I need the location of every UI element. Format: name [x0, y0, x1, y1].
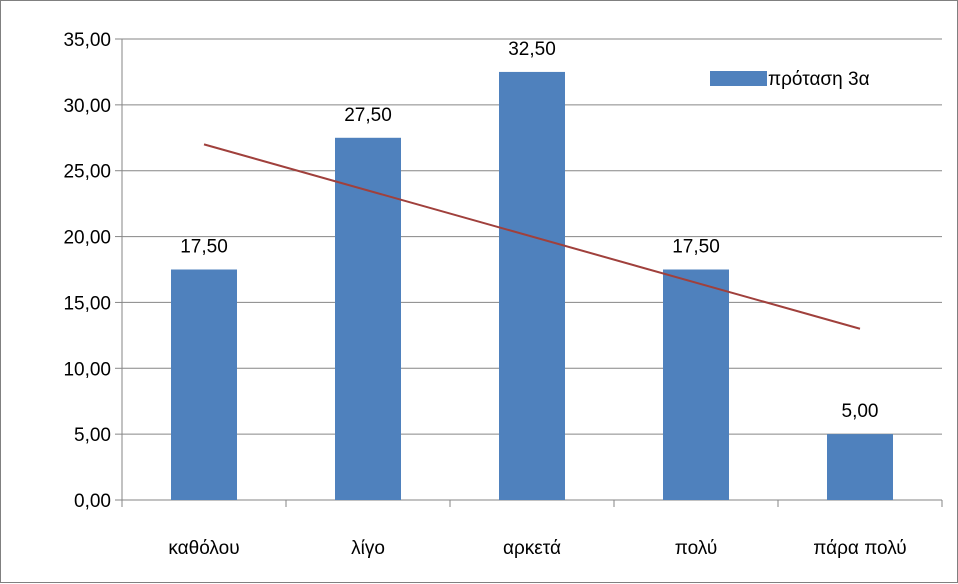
data-label: 27,50	[344, 105, 392, 126]
bar	[827, 434, 893, 500]
x-tick-label: πολύ	[675, 538, 717, 559]
x-tick-label: λίγο	[351, 538, 385, 559]
y-tick-label: 5,00	[74, 425, 111, 446]
legend-swatch	[710, 71, 767, 86]
bar	[171, 269, 237, 500]
y-tick-label: 35,00	[63, 30, 111, 51]
x-tick-label: αρκετά	[503, 538, 561, 559]
y-tick-label: 15,00	[63, 293, 111, 314]
legend: πρόταση 3α	[710, 69, 870, 90]
bar	[335, 137, 401, 501]
y-axis-tick-labels: 0,00 5,00 10,00 15,00 20,00 25,00 30,00 35,00	[63, 30, 111, 512]
legend-label: πρόταση 3α	[768, 69, 870, 90]
data-label: 17,50	[672, 237, 720, 258]
x-tick-label: καθόλου	[168, 538, 239, 559]
bars	[171, 71, 893, 501]
trendline	[203, 143, 861, 330]
data-label: 17,50	[180, 237, 228, 258]
data-labels: 17,50 27,50 32,50 17,50 5,00	[180, 39, 878, 422]
y-tick-label: 30,00	[63, 96, 111, 117]
x-tick-label: πάρα πολύ	[813, 538, 906, 559]
trendline-group	[203, 143, 861, 330]
bar	[663, 269, 729, 500]
y-tick-label: 25,00	[63, 162, 111, 183]
y-tick-label: 20,00	[63, 228, 111, 249]
x-axis-tick-labels: καθόλου λίγο αρκετά πολύ πάρα πολύ	[168, 538, 906, 559]
data-label: 5,00	[842, 401, 879, 422]
bar	[499, 71, 565, 500]
y-tick-label: 0,00	[74, 491, 111, 512]
data-label: 32,50	[508, 39, 556, 60]
y-tick-label: 10,00	[63, 359, 111, 380]
